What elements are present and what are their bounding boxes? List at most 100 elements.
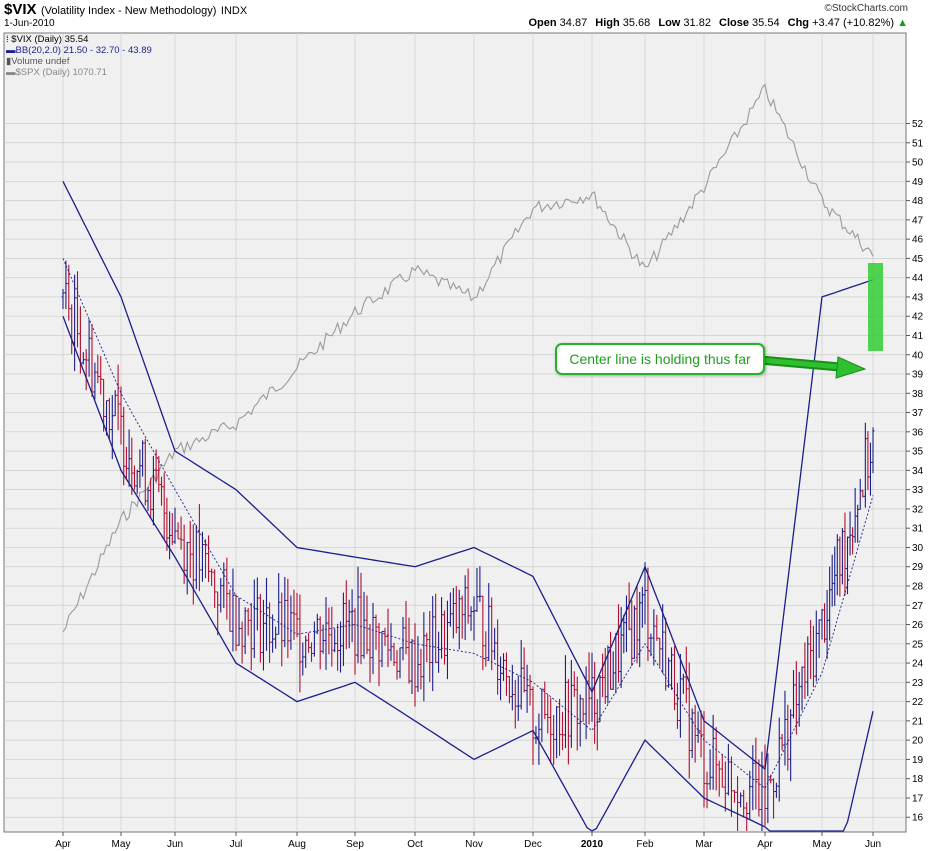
vix-bar [307,632,311,653]
vix-bar [298,594,302,693]
vix-bar [362,591,366,659]
vix-bar [252,579,256,659]
y-tick-label: 18 [912,774,924,785]
vix-bar [413,623,417,707]
chart-title: $VIX (Volatility Index - New Methodology… [4,1,247,19]
x-tick-label: Jul [230,839,243,850]
highlight-box [868,263,883,351]
vix-bar [425,632,429,663]
open-label: Open [528,17,557,29]
y-tick-label: 36 [912,427,924,438]
vix-bar [484,631,488,667]
vix-bar [234,594,238,651]
vix-bar [708,749,712,790]
vix-bar [655,614,659,641]
vix-bar [213,569,217,608]
vix-bar [443,610,446,665]
vix-bar [678,653,682,738]
y-tick-label: 42 [912,312,924,323]
y-tick-label: 52 [912,119,924,130]
legend-bb: ▬BB(20,2.0) 21.50 - 32.70 - 43.89 [6,45,152,56]
y-tick-label: 51 [912,138,924,149]
vix-bar [811,625,815,688]
vix-bar [295,592,299,638]
vix-bar [786,704,790,771]
vix-bar [481,595,485,671]
y-tick-label: 41 [912,331,924,342]
vix-bar [578,694,582,747]
chart-legend: ⁞ $VIX (Daily) 35.54 ▬BB(20,2.0) 21.50 -… [6,34,152,78]
vix-bar [356,566,360,664]
vix-bar [321,624,325,654]
annotation-callout: Center line is holding thus far [555,343,765,375]
vix-bar [67,264,71,321]
vix-bar [216,591,220,636]
y-tick-label: 47 [912,215,924,226]
annotation-arrow [759,355,867,379]
vix-bar [228,589,232,632]
vix-bar [386,608,390,668]
vix-bar [204,539,207,579]
vix-bar [265,577,268,651]
y-tick-label: 27 [912,601,924,612]
x-tick-label: Oct [407,839,423,850]
x-tick-label: Feb [636,839,654,850]
x-tick-label: Nov [465,839,483,850]
legend-vix-label: $VIX (Daily) 35.54 [11,34,89,45]
vix-bar [116,364,120,431]
vix-bar [380,630,384,668]
vix-bar [330,606,334,667]
y-tick-label: 28 [912,581,924,592]
vix-bar [667,657,671,688]
vix-bar [794,661,798,735]
vix-bar [365,595,369,655]
high-label: High [595,17,620,29]
vix-bar [359,572,363,665]
vix-bar [525,664,529,713]
vix-bar [353,608,357,675]
vix-bar [64,260,68,310]
vix-bar [745,802,749,831]
vix-bar [289,595,293,650]
vix-bar [792,670,795,719]
vix-bar [318,616,322,670]
vix-bar [249,602,253,671]
vix-bar [371,602,375,675]
vix-bar [766,753,770,824]
plot-area [3,32,907,833]
vix-bar [90,323,94,397]
vix-bar [699,710,703,758]
x-tick-label: Dec [524,839,542,850]
close-value: 35.54 [752,17,780,29]
vix-bar [783,690,787,766]
vix-bar [519,639,523,710]
vix-bar [643,562,647,625]
vix-bar [546,694,550,734]
chart-date: 1-Jun-2010 [4,18,55,29]
vix-bar [225,557,229,620]
vix-bar [407,617,411,684]
vix-bar [733,790,736,803]
x-tick-label: Sep [346,839,364,850]
vix-bar [333,628,337,653]
vix-bar [457,589,461,650]
brand-watermark: ©StockCharts.com [824,3,908,14]
symbol: $VIX [4,1,37,18]
volume-swatch-icon: ▮ [6,56,12,67]
vix-bar [240,621,244,664]
vix-bar [401,616,405,661]
vix-bar [563,655,567,749]
y-tick-label: 17 [912,793,924,804]
legend-spx-label: $SPX (Daily) 1070.71 [15,67,107,78]
vix-bar [231,568,235,652]
vix-bar [179,516,183,550]
vix-bar [99,356,103,395]
vix-bar [261,599,265,671]
vix-bar [736,776,740,831]
x-tick-label: May [112,839,131,850]
vix-bar [383,627,387,646]
vix-bar [200,531,204,582]
vix-bar [507,675,511,704]
vix-bar [81,352,85,365]
